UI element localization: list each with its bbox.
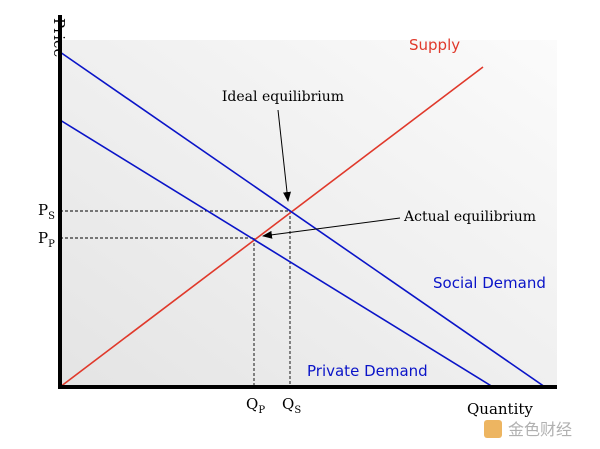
- supply-line: [59, 66, 484, 388]
- label-part: Q: [246, 395, 258, 413]
- label-part: P: [38, 229, 48, 247]
- social-demand-label: Social Demand: [433, 274, 546, 292]
- label-part: S: [294, 405, 301, 416]
- private-demand-label: Private Demand: [307, 362, 428, 380]
- watermark: 金色财经: [508, 420, 572, 439]
- qs-label: QS: [282, 395, 301, 416]
- supply-label: Supply: [409, 36, 460, 54]
- watermark-logo: [484, 420, 502, 438]
- qp-label: QP: [246, 395, 265, 416]
- y-axis-label: Price: [50, 18, 68, 57]
- guides: [60, 210, 291, 387]
- pp-label: PP: [38, 229, 55, 250]
- social-demand-line: [59, 51, 546, 388]
- private-demand-line: [59, 119, 494, 388]
- label-part: S: [48, 211, 55, 222]
- ps-label: PS: [38, 201, 55, 222]
- plot-background: [60, 40, 557, 387]
- actual-label: Actual equilibrium: [403, 209, 536, 225]
- x-axis-label: Quantity: [467, 400, 533, 418]
- actual-arrow: [262, 217, 401, 239]
- label-part: Q: [282, 395, 294, 413]
- label-part: P: [48, 239, 55, 250]
- label-part: P: [258, 405, 265, 416]
- label-part: P: [38, 201, 48, 219]
- ideal-arrow: [277, 109, 291, 202]
- ideal-label: Ideal equilibrium: [222, 89, 344, 105]
